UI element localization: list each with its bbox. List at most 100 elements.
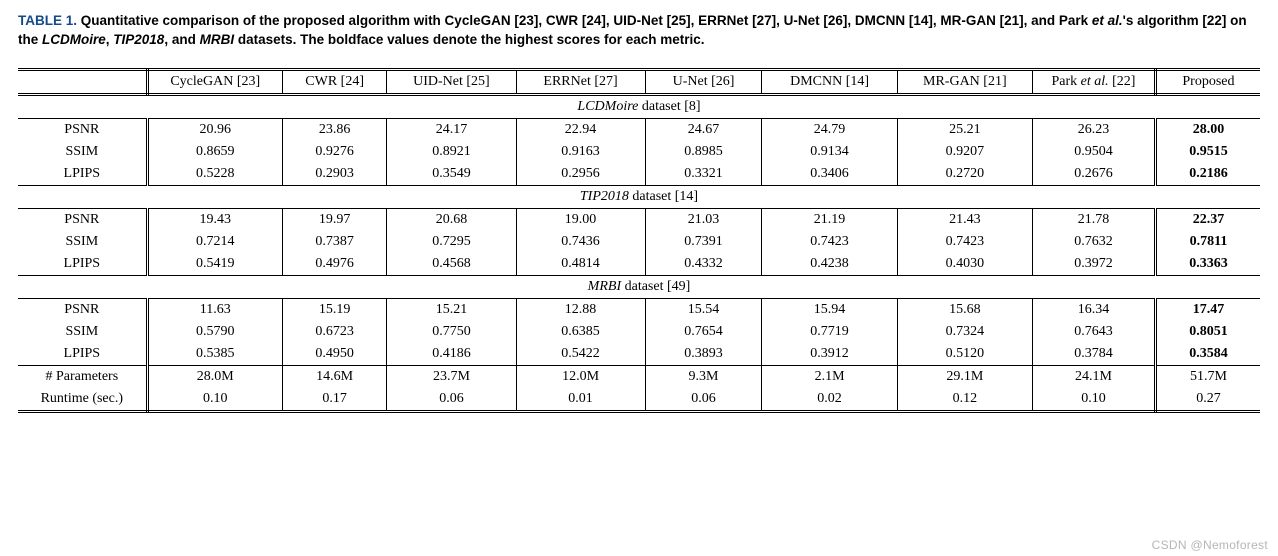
cell: 26.23 bbox=[1032, 118, 1155, 141]
cell: 0.17 bbox=[282, 388, 387, 412]
cell: 0.5419 bbox=[147, 253, 282, 276]
table-label: TABLE 1. bbox=[18, 13, 77, 28]
cell: 0.4950 bbox=[282, 343, 387, 366]
cell: 0.9276 bbox=[282, 141, 387, 163]
cell: 11.63 bbox=[147, 298, 282, 321]
cell: 0.4030 bbox=[897, 253, 1032, 276]
section-title-row: MRBI dataset [49] bbox=[18, 275, 1260, 298]
cell: 0.8921 bbox=[387, 141, 516, 163]
col-header-8: Park et al. [22] bbox=[1032, 69, 1155, 94]
cell: 0.02 bbox=[762, 388, 897, 412]
cell: 0.5422 bbox=[516, 343, 645, 366]
table-row: SSIM0.57900.67230.77500.63850.76540.7719… bbox=[18, 321, 1260, 343]
cell: 0.01 bbox=[516, 388, 645, 412]
cell: 0.5790 bbox=[147, 321, 282, 343]
col-header-3: UID-Net [25] bbox=[387, 69, 516, 94]
table-row: PSNR19.4319.9720.6819.0021.0321.1921.432… bbox=[18, 208, 1260, 231]
cell: 19.97 bbox=[282, 208, 387, 231]
cell: 15.19 bbox=[282, 298, 387, 321]
cell: 0.27 bbox=[1155, 388, 1260, 412]
cell: 14.6M bbox=[282, 365, 387, 388]
cell: 22.94 bbox=[516, 118, 645, 141]
cell: 0.3406 bbox=[762, 163, 897, 186]
cell: 0.4568 bbox=[387, 253, 516, 276]
cell: 0.7436 bbox=[516, 231, 645, 253]
cell: 29.1M bbox=[897, 365, 1032, 388]
cell: 0.7295 bbox=[387, 231, 516, 253]
cell: 0.3784 bbox=[1032, 343, 1155, 366]
cell: 0.9134 bbox=[762, 141, 897, 163]
cell: 0.6723 bbox=[282, 321, 387, 343]
cell: 0.6385 bbox=[516, 321, 645, 343]
cell: 19.00 bbox=[516, 208, 645, 231]
cell: 15.54 bbox=[645, 298, 762, 321]
cell: 0.7387 bbox=[282, 231, 387, 253]
section-title-row: TIP2018 dataset [14] bbox=[18, 185, 1260, 208]
cell: 0.2720 bbox=[897, 163, 1032, 186]
cell: 0.06 bbox=[387, 388, 516, 412]
table-row: PSNR11.6315.1915.2112.8815.5415.9415.681… bbox=[18, 298, 1260, 321]
section-title-row: LCDMoire dataset [8] bbox=[18, 94, 1260, 118]
caption-text-7: MRBI bbox=[200, 32, 235, 47]
section-title: LCDMoire dataset [8] bbox=[18, 94, 1260, 118]
caption-text-6: , and bbox=[164, 32, 199, 47]
cell: 0.3321 bbox=[645, 163, 762, 186]
table-row: SSIM0.72140.73870.72950.74360.73910.7423… bbox=[18, 231, 1260, 253]
cell: 0.2186 bbox=[1155, 163, 1260, 186]
section-title: MRBI dataset [49] bbox=[18, 275, 1260, 298]
cell: 16.34 bbox=[1032, 298, 1155, 321]
cell: 0.7391 bbox=[645, 231, 762, 253]
cell: 20.68 bbox=[387, 208, 516, 231]
cell: 21.03 bbox=[645, 208, 762, 231]
cell: 0.06 bbox=[645, 388, 762, 412]
section-title: TIP2018 dataset [14] bbox=[18, 185, 1260, 208]
col-header-1: CycleGAN [23] bbox=[147, 69, 282, 94]
table-row: SSIM0.86590.92760.89210.91630.89850.9134… bbox=[18, 141, 1260, 163]
cell: 17.47 bbox=[1155, 298, 1260, 321]
cell: 0.5385 bbox=[147, 343, 282, 366]
col-header-9: Proposed bbox=[1155, 69, 1260, 94]
table-row: LPIPS0.53850.49500.41860.54220.38930.391… bbox=[18, 343, 1260, 366]
cell: 12.88 bbox=[516, 298, 645, 321]
comparison-table: CycleGAN [23]CWR [24]UID-Net [25]ERRNet … bbox=[18, 68, 1260, 413]
cell: 24.17 bbox=[387, 118, 516, 141]
caption-text-1: et al. bbox=[1092, 13, 1123, 28]
cell: 0.4186 bbox=[387, 343, 516, 366]
cell: 15.21 bbox=[387, 298, 516, 321]
cell: 0.3972 bbox=[1032, 253, 1155, 276]
cell: 0.5228 bbox=[147, 163, 282, 186]
cell: 0.2676 bbox=[1032, 163, 1155, 186]
col-header-0 bbox=[18, 69, 147, 94]
table-header-row: CycleGAN [23]CWR [24]UID-Net [25]ERRNet … bbox=[18, 69, 1260, 94]
caption-text-0: Quantitative comparison of the proposed … bbox=[81, 13, 1092, 28]
cell: 0.4332 bbox=[645, 253, 762, 276]
caption-text-5: TIP2018 bbox=[113, 32, 164, 47]
cell: 28.00 bbox=[1155, 118, 1260, 141]
cell: 0.7423 bbox=[897, 231, 1032, 253]
cell: 0.8985 bbox=[645, 141, 762, 163]
cell: 0.9163 bbox=[516, 141, 645, 163]
cell: 0.2956 bbox=[516, 163, 645, 186]
col-header-4: ERRNet [27] bbox=[516, 69, 645, 94]
cell: 15.68 bbox=[897, 298, 1032, 321]
caption-text-8: datasets. The boldface values denote the… bbox=[234, 32, 704, 47]
cell: 0.4814 bbox=[516, 253, 645, 276]
cell: 28.0M bbox=[147, 365, 282, 388]
table-caption: TABLE 1. Quantitative comparison of the … bbox=[18, 12, 1260, 50]
cell: 20.96 bbox=[147, 118, 282, 141]
cell: 0.7214 bbox=[147, 231, 282, 253]
cell: 0.7719 bbox=[762, 321, 897, 343]
cell: 0.10 bbox=[147, 388, 282, 412]
table-row: LPIPS0.54190.49760.45680.48140.43320.423… bbox=[18, 253, 1260, 276]
table-row: LPIPS0.52280.29030.35490.29560.33210.340… bbox=[18, 163, 1260, 186]
footer-row: Runtime (sec.)0.100.170.060.010.060.020.… bbox=[18, 388, 1260, 412]
cell: 9.3M bbox=[645, 365, 762, 388]
cell: 19.43 bbox=[147, 208, 282, 231]
cell: 0.3584 bbox=[1155, 343, 1260, 366]
cell: 22.37 bbox=[1155, 208, 1260, 231]
cell: 24.67 bbox=[645, 118, 762, 141]
cell: 0.5120 bbox=[897, 343, 1032, 366]
cell: 21.78 bbox=[1032, 208, 1155, 231]
cell: 0.7811 bbox=[1155, 231, 1260, 253]
cell: 2.1M bbox=[762, 365, 897, 388]
